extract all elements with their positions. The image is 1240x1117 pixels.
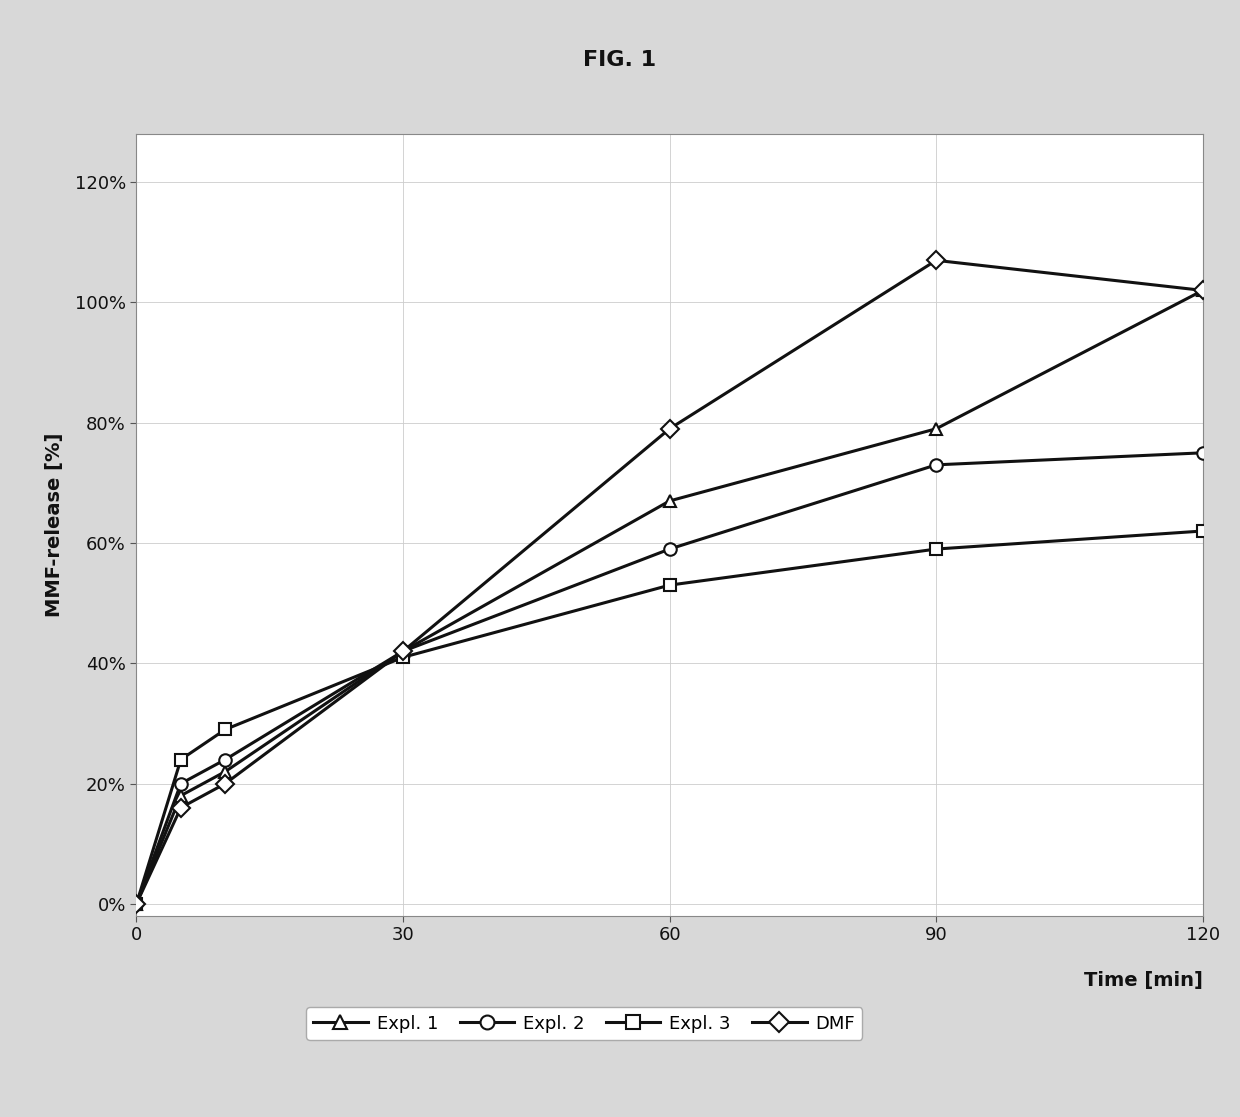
Legend: Expl. 1, Expl. 2, Expl. 3, DMF: Expl. 1, Expl. 2, Expl. 3, DMF	[306, 1008, 862, 1040]
Expl. 1	[174, 789, 188, 802]
Line: Expl. 2: Expl. 2	[130, 447, 1209, 910]
Line: Expl. 1: Expl. 1	[130, 284, 1209, 910]
Expl. 3	[174, 753, 188, 766]
Expl. 2	[929, 458, 944, 471]
Expl. 2	[396, 645, 410, 658]
Expl. 2	[218, 753, 233, 766]
Line: Expl. 3: Expl. 3	[130, 525, 1209, 910]
Expl. 2	[129, 897, 144, 910]
Expl. 1	[1195, 284, 1210, 297]
Expl. 3	[662, 579, 677, 592]
Expl. 2	[1195, 446, 1210, 459]
DMF	[129, 897, 144, 910]
Expl. 1	[662, 494, 677, 507]
Expl. 1	[396, 645, 410, 658]
Expl. 3	[218, 723, 233, 736]
Expl. 1	[129, 897, 144, 910]
DMF	[929, 254, 944, 267]
DMF	[218, 777, 233, 791]
Expl. 3	[396, 650, 410, 663]
Text: FIG. 1: FIG. 1	[584, 50, 656, 70]
DMF	[662, 422, 677, 436]
Y-axis label: MMF-release [%]: MMF-release [%]	[45, 432, 63, 618]
Expl. 1	[929, 422, 944, 436]
Expl. 3	[1195, 524, 1210, 537]
Expl. 2	[174, 777, 188, 791]
Expl. 1	[218, 765, 233, 779]
Expl. 2	[662, 543, 677, 556]
DMF	[1195, 284, 1210, 297]
Line: DMF: DMF	[130, 254, 1209, 910]
Expl. 3	[929, 543, 944, 556]
DMF	[174, 801, 188, 814]
Text: Time [min]: Time [min]	[1084, 971, 1203, 990]
Expl. 3	[129, 897, 144, 910]
DMF	[396, 645, 410, 658]
